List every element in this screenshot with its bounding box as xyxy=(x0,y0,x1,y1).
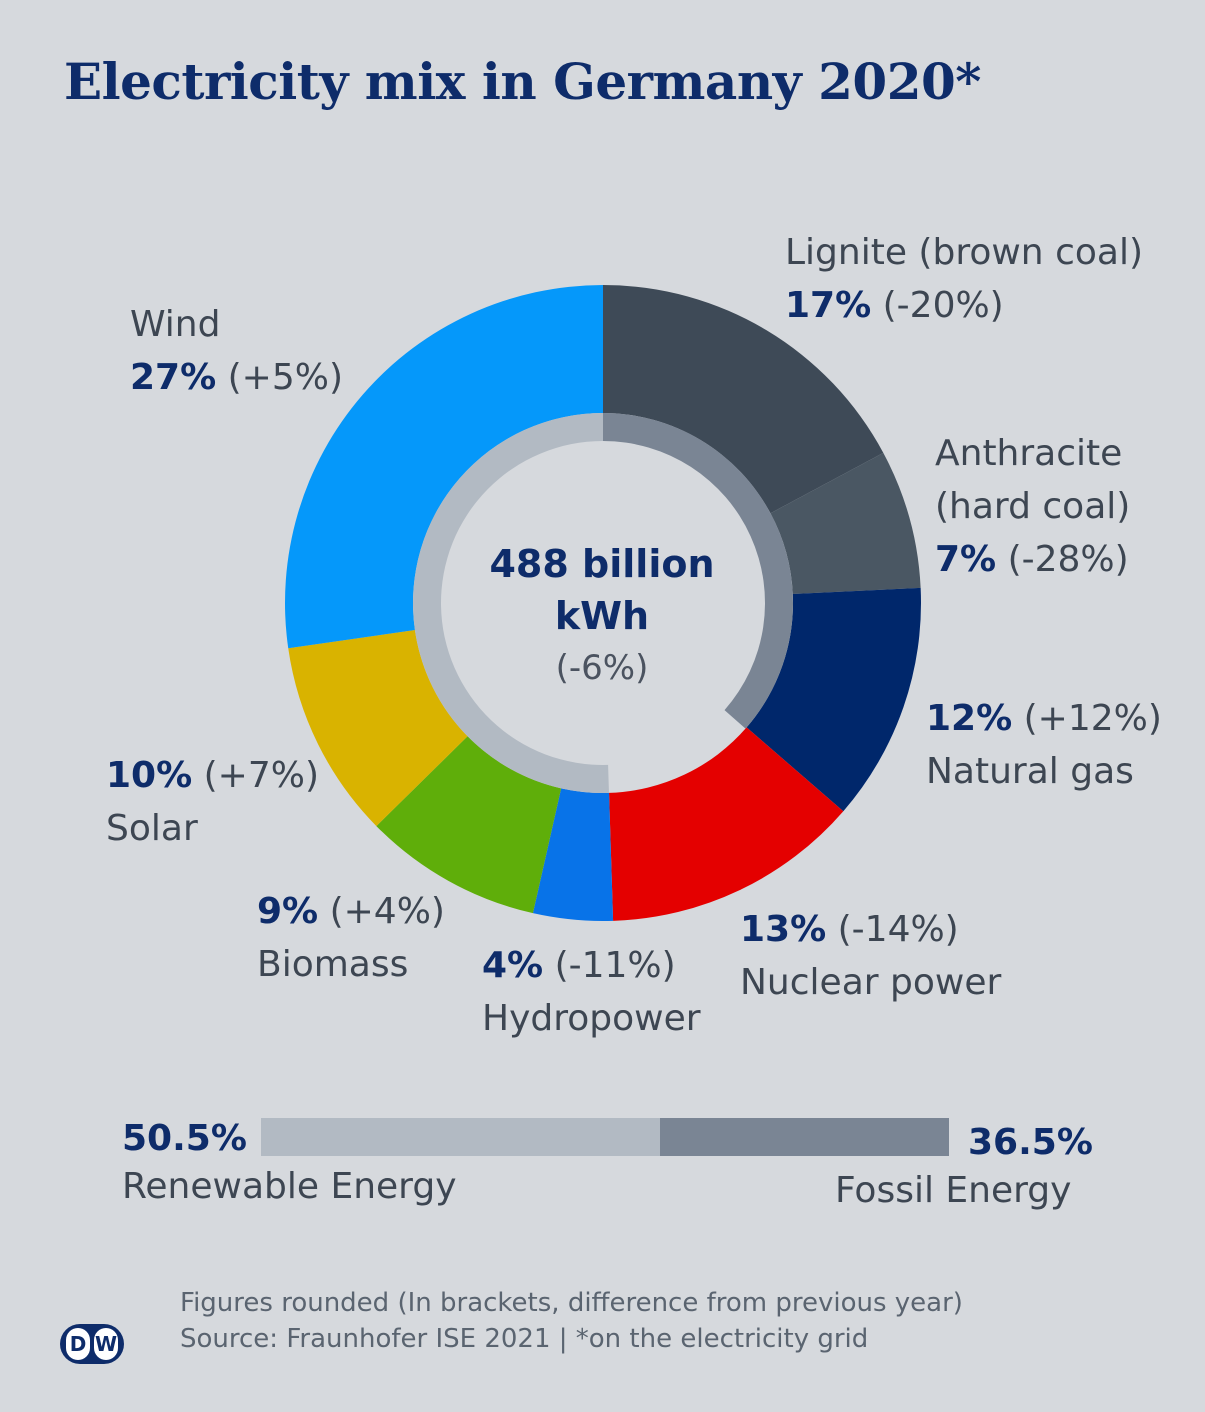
biomass-pct: 9% xyxy=(257,891,319,932)
slice-nuclear-power xyxy=(609,727,844,921)
solar-change: (+7%) xyxy=(203,755,319,796)
logo-letter-w: W xyxy=(94,1328,118,1360)
renewable-label: Renewable Energy xyxy=(122,1166,457,1207)
gas-pct: 12% xyxy=(926,698,1013,739)
lignite-change: (-20%) xyxy=(882,285,1004,326)
fossil-pct: 36.5% xyxy=(968,1122,1093,1163)
wind-change: (+5%) xyxy=(227,357,343,398)
slice-lignite-brown-coal xyxy=(603,285,884,514)
hydro-change: (-11%) xyxy=(554,945,676,986)
slice-hydropower xyxy=(532,788,614,921)
lignite-pct: 17% xyxy=(785,285,872,326)
label-anthracite: Anthracite (hard coal) 7% (-28%) xyxy=(935,427,1130,586)
renewable-bar xyxy=(261,1118,661,1156)
inner-arc-fossil xyxy=(603,413,794,729)
biomass-change: (+4%) xyxy=(329,891,445,932)
inner-arc-renewable xyxy=(413,413,609,793)
nuclear-pct: 13% xyxy=(740,909,827,950)
renewable-pct: 50.5% xyxy=(122,1118,247,1159)
slice-natural-gas xyxy=(746,587,921,812)
footnote-source: Source: Fraunhofer ISE 2021 | *on the el… xyxy=(180,1324,869,1354)
anthracite-name: Anthracite xyxy=(935,433,1123,474)
anthracite-pct: 7% xyxy=(935,539,997,580)
label-biomass: 9% (+4%) Biomass xyxy=(257,885,445,991)
hydro-name: Hydropower xyxy=(482,998,701,1039)
wind-pct: 27% xyxy=(130,357,217,398)
slice-wind xyxy=(285,285,603,649)
outer-ring xyxy=(285,285,921,921)
footnote-rounding: Figures rounded (In brackets, difference… xyxy=(180,1288,963,1318)
center-total: 488 billion kWh (-6%) xyxy=(452,538,752,694)
logo-letter-d: D xyxy=(66,1328,90,1360)
label-hydropower: 4% (-11%) Hydropower xyxy=(482,939,701,1045)
inner-ring xyxy=(413,413,794,793)
gas-change: (+12%) xyxy=(1023,698,1162,739)
label-natural-gas: 12% (+12%) Natural gas xyxy=(926,692,1162,798)
total-generation: 488 billion kWh xyxy=(489,542,715,638)
nuclear-name: Nuclear power xyxy=(740,962,1002,1003)
gas-name: Natural gas xyxy=(926,751,1134,792)
wind-name: Wind xyxy=(130,304,221,345)
nuclear-change: (-14%) xyxy=(837,909,959,950)
anthracite-name-2: (hard coal) xyxy=(935,486,1131,527)
label-wind: Wind 27% (+5%) xyxy=(130,298,343,404)
solar-pct: 10% xyxy=(106,755,193,796)
slice-anthracite-hard-coal xyxy=(770,452,921,594)
fossil-label: Fossil Energy xyxy=(835,1170,1072,1211)
label-nuclear: 13% (-14%) Nuclear power xyxy=(740,903,1001,1009)
total-change: (-6%) xyxy=(555,648,649,688)
biomass-name: Biomass xyxy=(257,944,409,985)
solar-name: Solar xyxy=(106,808,198,849)
lignite-name: Lignite (brown coal) xyxy=(785,232,1143,273)
fossil-bar xyxy=(660,1118,949,1156)
dw-logo: D W xyxy=(60,1324,124,1364)
slice-solar xyxy=(288,630,468,827)
label-lignite: Lignite (brown coal) 17% (-20%) xyxy=(785,226,1143,332)
slice-biomass xyxy=(376,736,562,914)
label-solar: 10% (+7%) Solar xyxy=(106,749,319,855)
anthracite-change: (-28%) xyxy=(1007,539,1129,580)
hydro-pct: 4% xyxy=(482,945,544,986)
chart-title: Electricity mix in Germany 2020* xyxy=(64,52,981,111)
